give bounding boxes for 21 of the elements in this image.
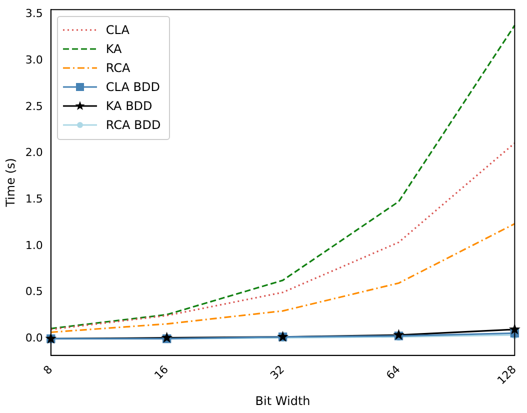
y-tick-label: 1.0	[25, 238, 43, 252]
legend-label: CLA BDD	[106, 80, 160, 94]
y-tick-label: 0.0	[25, 332, 43, 345]
legend-label: KA BDD	[106, 99, 152, 114]
legend-label: RCA	[106, 61, 130, 76]
y-tick-label: 2.5	[25, 100, 43, 113]
y-tick-label: 3.0	[25, 53, 43, 66]
x-tick-label: 8	[40, 363, 56, 378]
x-tick-label: 64	[384, 363, 403, 382]
legend-label: RCA BDD	[106, 118, 161, 132]
x-tick-label: 16	[152, 363, 171, 382]
y-tick-label: 2.0	[25, 146, 43, 160]
y-tick-label: 1.5	[25, 192, 43, 206]
legend-label: CLA	[106, 23, 130, 38]
y-tick-label: 0.5	[25, 285, 43, 298]
y-axis-title: Time (s)	[3, 158, 18, 208]
y-tick-label: 3.5	[25, 7, 43, 20]
legend-label: KA	[106, 42, 122, 56]
x-tick-label: 32	[268, 363, 287, 382]
x-axis-title: Bit Width	[255, 394, 310, 408]
x-tick-label: 128	[494, 363, 519, 388]
